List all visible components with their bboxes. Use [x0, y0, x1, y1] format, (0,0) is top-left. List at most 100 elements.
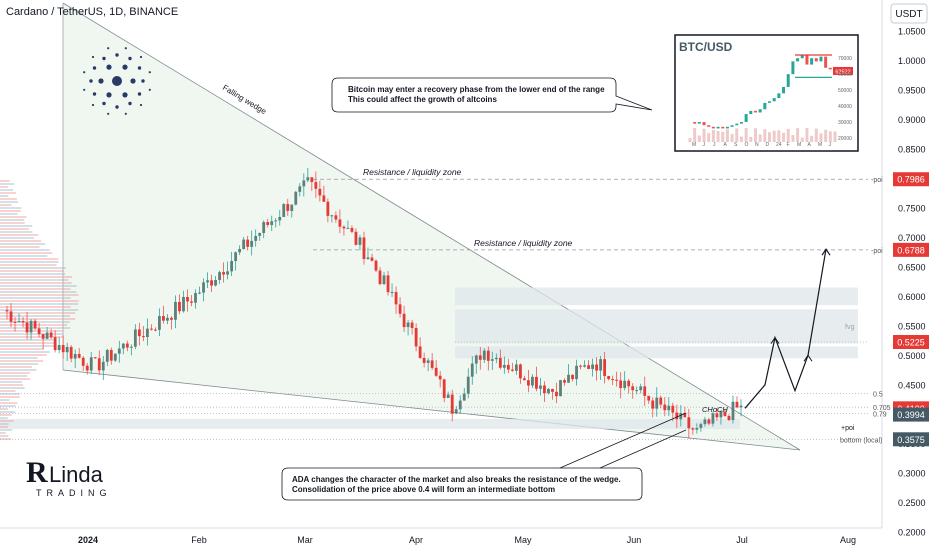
- candle-body: [61, 345, 65, 353]
- inset-volume-bar: [749, 136, 753, 142]
- candle-body: [73, 353, 77, 359]
- candle-body: [21, 320, 25, 323]
- volume-profile-bar: [0, 300, 79, 302]
- logo-dot: [124, 47, 127, 50]
- inset-x-tick: O: [745, 142, 749, 148]
- inset-volume-bar: [758, 134, 762, 142]
- price-tick-label: 0.2500: [898, 498, 926, 508]
- volume-profile-bar: [0, 420, 14, 422]
- volume-profile-bar: [0, 183, 15, 185]
- inset-candle: [819, 56, 823, 62]
- price-axis[interactable]: [882, 0, 932, 550]
- candle-body: [362, 237, 366, 259]
- volume-profile-bar: [0, 348, 45, 350]
- candle-body: [170, 317, 173, 320]
- candle-body: [446, 394, 450, 398]
- volume-profile-bar: [0, 303, 79, 305]
- candle-body: [314, 182, 318, 189]
- candle-body: [599, 359, 603, 371]
- volume-profile-bar: [0, 357, 38, 359]
- volume-profile-bar: [0, 252, 53, 254]
- level-label: bottom (local): [840, 437, 882, 444]
- resistance-label-lower: Resistance / liquidity zone: [474, 238, 573, 248]
- inset-volume-bar: [819, 133, 823, 142]
- candle-body: [149, 328, 153, 330]
- price-tick-label: 0.5000: [898, 351, 926, 361]
- inset-y-tick: 60000: [838, 72, 852, 78]
- volume-profile-bar: [0, 240, 41, 242]
- candle-body: [458, 400, 462, 410]
- candle-body: [93, 357, 97, 359]
- candle-body: [695, 427, 699, 430]
- inset-price-box: [833, 66, 853, 75]
- inset-candle: [744, 114, 748, 123]
- zone-band: [455, 309, 858, 344]
- logo-dot: [139, 55, 143, 59]
- volume-profile-bar: [0, 207, 22, 209]
- inset-candle: [730, 125, 734, 127]
- candle-body: [218, 272, 221, 281]
- time-tick-label: Mar: [297, 535, 313, 545]
- time-tick-label: May: [514, 535, 532, 545]
- candle-body: [703, 419, 707, 425]
- logo-dot: [91, 103, 95, 107]
- time-axis-ticks: 2024 Feb Mar Apr May Jun Jul Aug: [78, 535, 856, 545]
- inset-y-tick: 70000: [838, 56, 852, 62]
- currency-box[interactable]: [890, 3, 928, 24]
- candle-body: [527, 380, 530, 386]
- logo-dot: [98, 78, 104, 84]
- volume-profile-bar: [0, 198, 17, 200]
- volume-profile-bar: [0, 438, 12, 440]
- logo-dot: [102, 56, 106, 61]
- inset-candle: [824, 56, 828, 68]
- logo-dot: [83, 71, 86, 74]
- inset-candle: [796, 58, 800, 62]
- inset-x-tick: F: [787, 142, 790, 148]
- candle-body: [535, 376, 538, 389]
- volume-profile-bar: [0, 342, 57, 344]
- inset-volume-bar: [828, 131, 832, 142]
- logo-dot: [128, 101, 132, 106]
- candle-body: [266, 222, 270, 225]
- candle-body: [715, 413, 719, 418]
- candle-body: [274, 220, 278, 222]
- candle-body: [651, 400, 655, 409]
- candle-body: [105, 349, 109, 362]
- volume-profile-bar: [0, 375, 28, 377]
- inset-x-tick: A: [724, 142, 728, 148]
- price-tick-label: 0.2000: [898, 528, 926, 538]
- candle-body: [97, 358, 101, 371]
- wedge-upper-line: [62, 2, 801, 451]
- candle-body: [627, 380, 631, 387]
- candle-body: [523, 378, 526, 381]
- inset-y-tick: 30000: [838, 120, 852, 126]
- candle-body: [330, 215, 334, 217]
- bitcoin-note-line1: Bitcoin may enter a recovery phase from …: [348, 85, 605, 94]
- candle-body: [687, 417, 691, 429]
- price-tick-label: 0.6500: [898, 262, 926, 272]
- candle-body: [162, 316, 165, 321]
- volume-profile-bar: [0, 354, 47, 356]
- candle-body: [9, 311, 13, 322]
- candle-body: [727, 415, 731, 421]
- volume-profile-bar: [0, 297, 71, 299]
- candle-body: [506, 364, 510, 370]
- candle-body: [707, 419, 711, 424]
- candle-body: [33, 320, 37, 329]
- ada-note-line1: ADA changes the character of the market …: [292, 475, 621, 484]
- inset-volume-bar: [721, 131, 725, 142]
- inset-title: BTC/USD: [679, 40, 733, 54]
- zone-band: [0, 418, 740, 429]
- volume-profile-bar: [0, 324, 68, 326]
- inset-candle: [707, 125, 711, 127]
- candle-body: [125, 343, 129, 348]
- candle-body: [166, 317, 169, 321]
- candle-body: [310, 177, 314, 183]
- candle-body: [13, 321, 17, 323]
- inset-volume-bar: [791, 135, 795, 142]
- volume-profile-bar: [0, 294, 79, 296]
